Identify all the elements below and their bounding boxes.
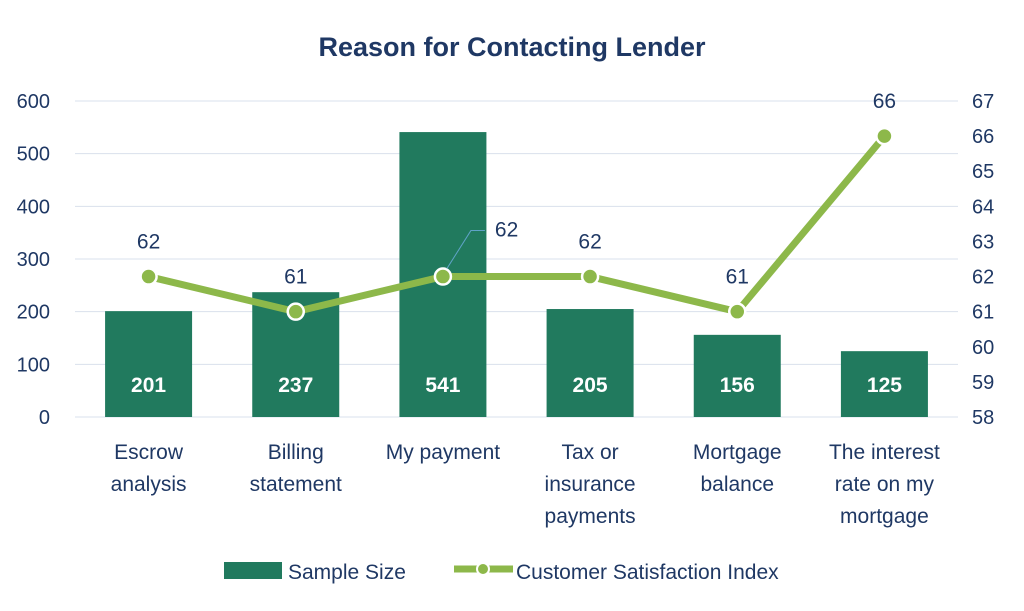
category-label-line: analysis [111, 473, 187, 496]
category-label-line: Billing [268, 441, 324, 464]
category-label: Billing statement [250, 441, 342, 496]
line-point [433, 267, 453, 286]
right-axis-tick-label: 65 [972, 161, 994, 183]
category-label-line: Tax or [561, 441, 618, 464]
right-axis-tick-label: 66 [972, 126, 994, 148]
category-label-line: My payment [386, 441, 501, 464]
right-axis-tick-label: 63 [972, 231, 994, 253]
left-axis-tick-label: 300 [17, 249, 50, 271]
legend-line-label: Customer Satisfaction Index [516, 561, 779, 584]
category-label-line: balance [700, 473, 774, 496]
left-axis-tick-label: 0 [39, 407, 50, 429]
legend-line-marker [476, 562, 490, 576]
category-label: My payment [386, 441, 501, 464]
line-data-label: 61 [284, 266, 307, 289]
category-label-line: statement [250, 473, 342, 496]
category-label-line: payments [545, 505, 636, 528]
left-axis-tick-label: 200 [17, 302, 50, 324]
chart-title: Reason for Contacting Lender [318, 32, 706, 62]
series-line [145, 132, 888, 316]
line-data-label: 62 [578, 231, 601, 254]
right-axis-tick-label: 62 [972, 267, 994, 289]
line-point [875, 126, 894, 146]
left-axis-tick-label: 600 [17, 91, 50, 113]
right-axis-tick-label: 64 [972, 196, 994, 218]
line-data-label: 62 [137, 231, 160, 254]
line-point [580, 267, 600, 286]
line-point [139, 267, 158, 286]
legend: Sample Size Customer Satisfaction Index [224, 561, 779, 584]
data-label-leader-line [446, 230, 485, 269]
left-axis-tick-label: 400 [17, 196, 50, 218]
right-axis-tick-label: 60 [972, 337, 994, 359]
category-label: Tax or insurance payments [545, 441, 636, 528]
left-axis: 0 100 200 300 400 500 600 [17, 91, 50, 429]
left-axis-tick-label: 500 [17, 144, 50, 166]
bar-data-label: 541 [425, 374, 460, 397]
right-axis-tick-label: 58 [972, 407, 994, 429]
category-label: Escrow analysis [111, 441, 187, 496]
left-axis-tick-label: 100 [17, 354, 50, 376]
line-point [728, 302, 747, 321]
gridlines [75, 100, 958, 418]
category-label-line: rate on my [835, 473, 935, 496]
right-axis-tick-label: 67 [972, 91, 994, 113]
category-label-line: mortgage [840, 505, 929, 528]
bar-data-label: 205 [573, 374, 608, 397]
line-series: 62 61 62 62 61 66 [137, 90, 896, 321]
right-axis: 58 59 60 61 62 63 64 65 66 67 [972, 91, 994, 429]
legend-bar-swatch [224, 562, 282, 579]
bar-data-label: 237 [278, 374, 313, 397]
line-point [286, 302, 305, 321]
bar [546, 309, 634, 417]
bar-data-label: 156 [720, 374, 755, 397]
line-data-label: 61 [726, 266, 749, 289]
category-label: The interest rate on my mortgage [829, 441, 940, 528]
line-data-label: 62 [495, 219, 518, 242]
category-label: Mortgage balance [693, 441, 782, 496]
category-label-line: The interest [829, 441, 940, 464]
right-axis-tick-label: 61 [972, 302, 994, 324]
legend-bar-label: Sample Size [288, 561, 406, 584]
bar [693, 334, 781, 417]
line-data-label: 66 [873, 90, 896, 113]
category-label-line: Escrow [114, 441, 184, 464]
bar [105, 311, 193, 417]
bar-data-label: 125 [867, 374, 902, 397]
category-axis: Escrow analysis Billing statement My payment… [111, 441, 940, 528]
right-axis-tick-label: 59 [972, 372, 994, 394]
bar-data-label: 201 [131, 374, 166, 397]
category-label-line: Mortgage [693, 441, 782, 464]
category-label-line: insurance [545, 473, 636, 496]
bar [840, 351, 928, 417]
bar-series: 201 237 541 205 156 125 [105, 132, 928, 417]
